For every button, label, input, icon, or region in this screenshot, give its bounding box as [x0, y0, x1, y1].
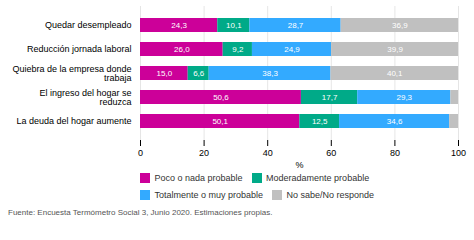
svg-text:34,6: 34,6: [387, 117, 403, 126]
svg-text:50,1: 50,1: [212, 117, 228, 126]
html-text:Moderadamente probable: Moderadamente probable: [266, 173, 370, 184]
html-text:Totalmente o muy probable: Totalmente o muy probable: [154, 189, 264, 200]
svg-text:100: 100: [451, 148, 466, 158]
svg-text:20: 20: [199, 148, 209, 158]
svg-text:50,6: 50,6: [213, 93, 229, 102]
svg-text:La deuda del hogar aumente: La deuda del hogar aumente: [16, 116, 131, 126]
svg-text:9,2: 9,2: [232, 45, 244, 54]
svg-text:38,3: 38,3: [262, 69, 278, 78]
svg-text:15,0: 15,0: [157, 69, 173, 78]
svg-text:80: 80: [390, 148, 400, 158]
svg-text:26,0: 26,0: [174, 45, 190, 54]
svg-text:Reducción jornada laboral: Reducción jornada laboral: [27, 44, 132, 54]
html-text:Fuente: Encuesta Termómetro So: Fuente: Encuesta Termómetro Social 3, Ju…: [8, 207, 273, 217]
svg-text:6,6: 6,6: [193, 69, 205, 78]
html-text:Poco o nada probable: Poco o nada probable: [154, 173, 243, 184]
svg-text:12,5: 12,5: [312, 117, 328, 126]
html-text:No sabe/No responde: No sabe/No responde: [286, 189, 375, 200]
svg-text:29,3: 29,3: [396, 93, 412, 102]
svg-text:10,1: 10,1: [226, 21, 242, 30]
svg-text:40: 40: [263, 148, 273, 158]
svg-text:Quedar desempleado: Quedar desempleado: [45, 20, 132, 30]
svg-text:39,9: 39,9: [387, 45, 403, 54]
svg-text:%: %: [295, 160, 303, 170]
svg-text:40,1: 40,1: [387, 69, 403, 78]
svg-text:0: 0: [138, 148, 143, 158]
svg-text:17,7: 17,7: [322, 93, 338, 102]
svg-text:60: 60: [326, 148, 336, 158]
svg-text:24,9: 24,9: [284, 45, 300, 54]
svg-text:24,3: 24,3: [171, 21, 187, 30]
svg-text:36,9: 36,9: [392, 21, 408, 30]
svg-text:El ingreso del hogar sereduzca: El ingreso del hogar sereduzca: [39, 88, 131, 107]
svg-text:Quiebra de la empresa dondetra: Quiebra de la empresa dondetrabaja: [12, 64, 131, 83]
svg-text:28,7: 28,7: [288, 21, 304, 30]
